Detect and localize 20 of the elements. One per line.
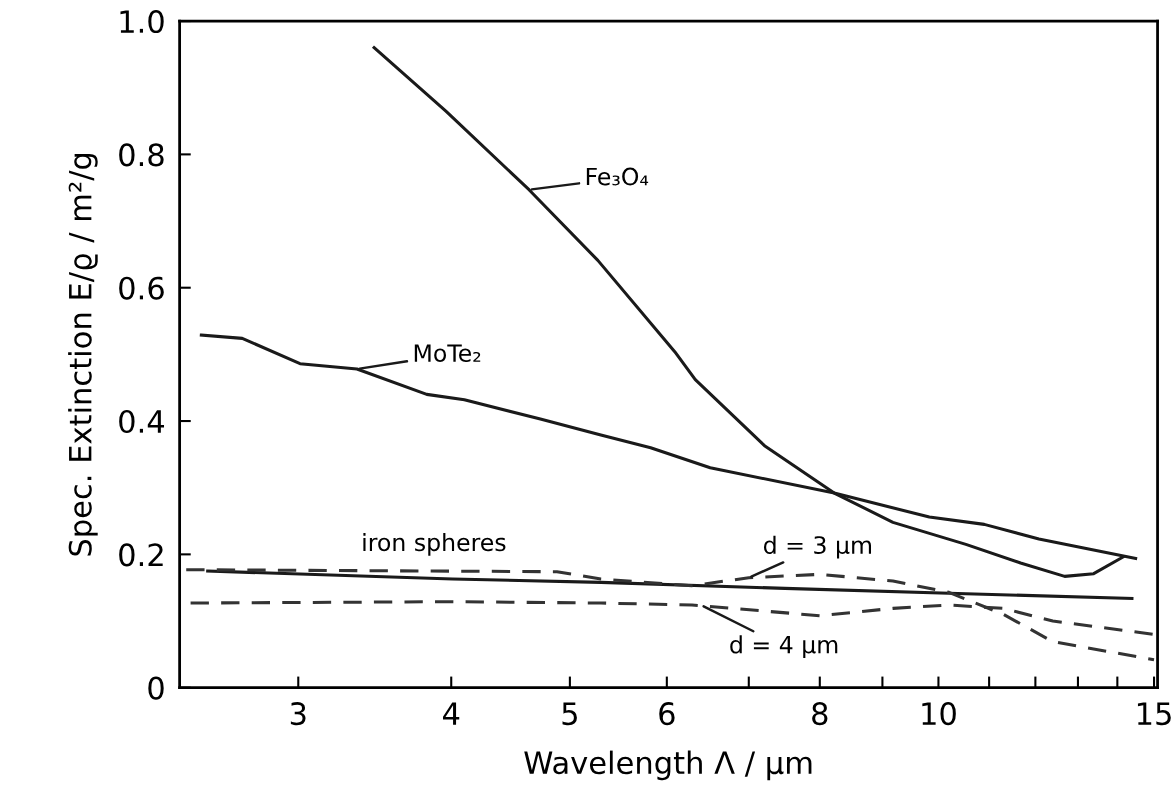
y-tick-label: 0.8	[119, 143, 164, 167]
x-tick-label: 6	[659, 702, 675, 726]
annotation: d = 3 µm	[763, 535, 872, 559]
x-axis-title: Wavelength Λ / µm	[524, 750, 812, 781]
y-tick-label: 1.0	[120, 9, 164, 34]
annotation: iron spheres	[363, 532, 506, 556]
y-tick-label: 0	[148, 676, 164, 700]
x-tick-label: 15	[1137, 702, 1171, 726]
y-tick-label: 0.4	[119, 409, 165, 434]
y-tick-label: 0.2	[119, 543, 163, 567]
y-axis-title: Spec. Extinction E/ϱ / m²/g	[68, 153, 98, 556]
annotation: MoTe₂	[414, 344, 481, 362]
x-tick-label: 3	[290, 702, 306, 726]
x-tick-label: 4	[443, 702, 460, 725]
y-tick-label: 0.6	[119, 276, 164, 300]
x-tick-label: 8	[812, 702, 828, 726]
x-tick-label: 5	[562, 702, 577, 726]
annotation: Fe₃O₄	[586, 167, 649, 186]
annotation: d = 4 µm	[730, 635, 838, 659]
x-tick-label: 10	[922, 702, 956, 726]
